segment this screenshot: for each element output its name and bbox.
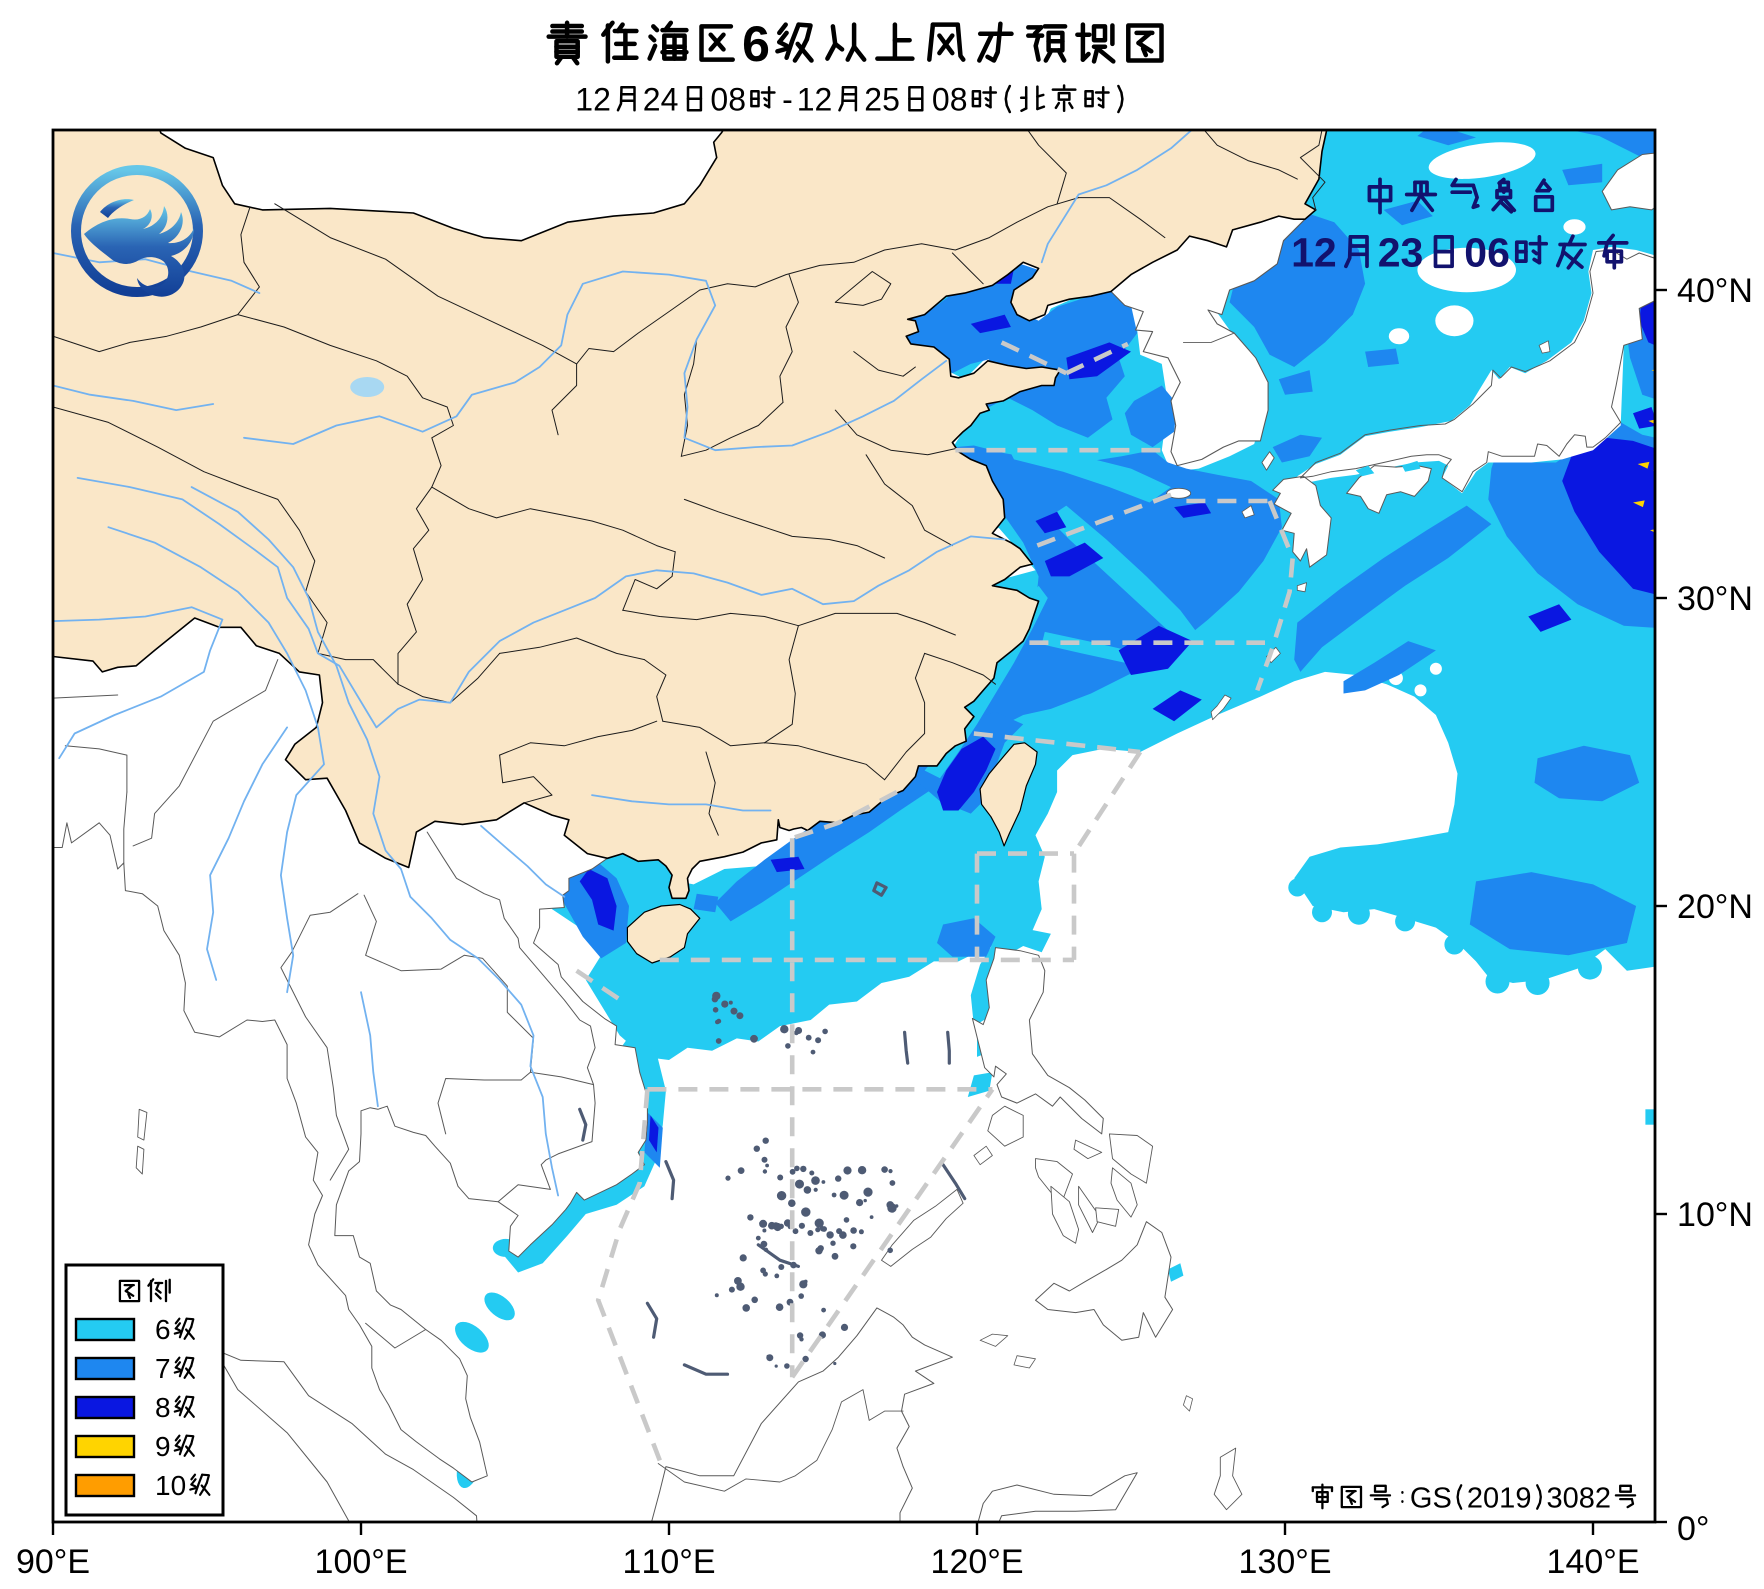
svg-text:1: 1 <box>1677 1196 1696 1234</box>
svg-text:0: 0 <box>1563 1482 1579 1514</box>
svg-text:0: 0 <box>35 1543 54 1581</box>
svg-text:0: 0 <box>932 81 950 117</box>
svg-text:3: 3 <box>1677 580 1696 618</box>
svg-text:0: 0 <box>1696 272 1715 310</box>
svg-text:0: 0 <box>333 1543 352 1581</box>
svg-text:0: 0 <box>660 1543 679 1581</box>
svg-text:9: 9 <box>1515 1482 1531 1514</box>
svg-text:8: 8 <box>950 81 968 117</box>
svg-text:N: N <box>1728 272 1753 310</box>
svg-text:°: ° <box>987 1543 1001 1581</box>
svg-text:0: 0 <box>968 1543 987 1581</box>
svg-text:2: 2 <box>1314 230 1337 276</box>
svg-text:S: S <box>1433 1482 1452 1514</box>
svg-text:1: 1 <box>1239 1543 1258 1581</box>
svg-text:2: 2 <box>593 81 611 117</box>
svg-text:2: 2 <box>1677 888 1696 926</box>
svg-text:6: 6 <box>1487 230 1510 276</box>
svg-text:3: 3 <box>1257 1543 1276 1581</box>
svg-text:8: 8 <box>728 81 746 117</box>
svg-text:°: ° <box>54 1543 68 1581</box>
svg-text:4: 4 <box>661 81 679 117</box>
svg-text:1: 1 <box>155 1470 171 1501</box>
svg-text:9: 9 <box>16 1543 35 1581</box>
svg-text:4: 4 <box>1677 272 1696 310</box>
svg-text:0: 0 <box>1696 888 1715 926</box>
svg-text:1: 1 <box>623 1543 642 1581</box>
svg-text:2: 2 <box>949 1543 968 1581</box>
svg-text:2: 2 <box>1467 1482 1483 1514</box>
svg-text:8: 8 <box>1579 1482 1595 1514</box>
svg-text:-: - <box>782 81 793 117</box>
svg-text:°: ° <box>1603 1543 1617 1581</box>
svg-text:8: 8 <box>155 1392 171 1423</box>
svg-text:7: 7 <box>155 1353 171 1384</box>
svg-text:1: 1 <box>1547 1543 1566 1581</box>
svg-text:°: ° <box>1715 272 1729 310</box>
svg-text:0: 0 <box>1584 1543 1603 1581</box>
svg-text:9: 9 <box>155 1431 171 1462</box>
svg-text:4: 4 <box>1565 1543 1584 1581</box>
svg-text:°: ° <box>371 1543 385 1581</box>
svg-text:6: 6 <box>742 16 770 72</box>
svg-text:°: ° <box>1715 580 1729 618</box>
svg-text:2: 2 <box>864 81 882 117</box>
svg-text:2: 2 <box>815 81 833 117</box>
svg-text:1: 1 <box>1291 230 1314 276</box>
svg-text:°: ° <box>1715 888 1729 926</box>
svg-text:N: N <box>1728 1196 1753 1234</box>
svg-text:E: E <box>1309 1543 1332 1581</box>
svg-text:E: E <box>67 1543 90 1581</box>
svg-text:0: 0 <box>1696 580 1715 618</box>
svg-text:3: 3 <box>1547 1482 1563 1514</box>
svg-text:5: 5 <box>882 81 900 117</box>
svg-text:0: 0 <box>1464 230 1487 276</box>
svg-text:0: 0 <box>1677 1510 1696 1548</box>
svg-text:E: E <box>385 1543 408 1581</box>
svg-text:1: 1 <box>931 1543 950 1581</box>
svg-text:N: N <box>1728 888 1753 926</box>
svg-text:°: ° <box>1696 1510 1710 1548</box>
svg-text:1: 1 <box>797 81 815 117</box>
svg-text:E: E <box>693 1543 716 1581</box>
svg-text:2: 2 <box>1378 230 1401 276</box>
svg-text:2: 2 <box>1595 1482 1611 1514</box>
svg-text:6: 6 <box>155 1314 171 1345</box>
svg-text:3: 3 <box>1400 230 1423 276</box>
svg-text:°: ° <box>1715 1196 1729 1234</box>
svg-text:1: 1 <box>641 1543 660 1581</box>
svg-text:1: 1 <box>1499 1482 1515 1514</box>
svg-text:0: 0 <box>1483 1482 1499 1514</box>
svg-text:0: 0 <box>352 1543 371 1581</box>
svg-text:0: 0 <box>1696 1196 1715 1234</box>
svg-text:0: 0 <box>710 81 728 117</box>
svg-text:G: G <box>1410 1482 1433 1514</box>
svg-text:0: 0 <box>171 1470 187 1501</box>
svg-text:°: ° <box>679 1543 693 1581</box>
svg-text:0: 0 <box>1276 1543 1295 1581</box>
svg-text:2: 2 <box>643 81 661 117</box>
svg-text:°: ° <box>1295 1543 1309 1581</box>
svg-text:E: E <box>1617 1543 1640 1581</box>
svg-text:1: 1 <box>575 81 593 117</box>
svg-text:1: 1 <box>315 1543 334 1581</box>
svg-text:E: E <box>1001 1543 1024 1581</box>
svg-text:N: N <box>1728 580 1753 618</box>
